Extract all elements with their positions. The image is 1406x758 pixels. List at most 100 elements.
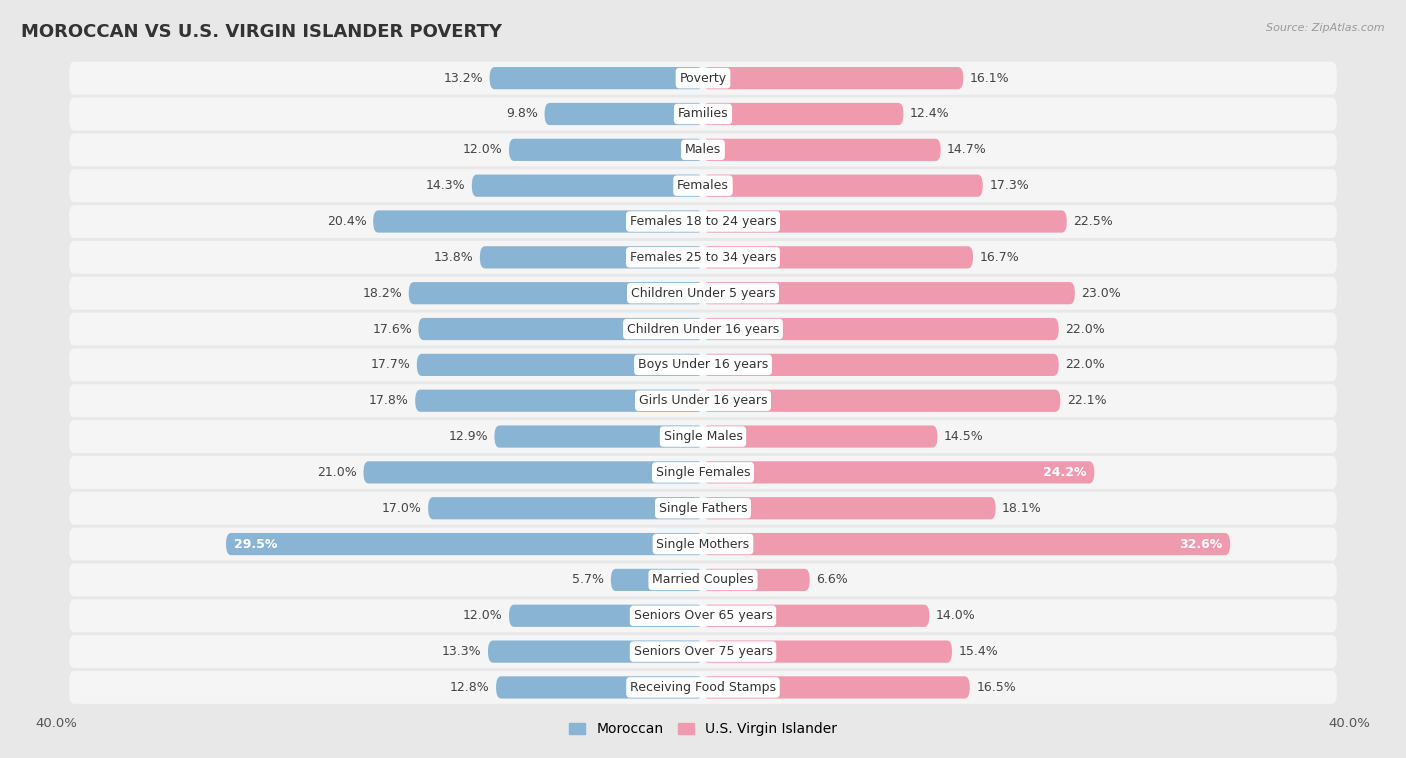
Text: 32.6%: 32.6% bbox=[1178, 537, 1222, 550]
Text: 17.8%: 17.8% bbox=[368, 394, 409, 407]
FancyBboxPatch shape bbox=[69, 241, 1337, 274]
FancyBboxPatch shape bbox=[544, 103, 703, 125]
Text: 17.6%: 17.6% bbox=[373, 323, 412, 336]
Text: Single Mothers: Single Mothers bbox=[657, 537, 749, 550]
Text: 24.2%: 24.2% bbox=[1043, 466, 1087, 479]
Text: 18.2%: 18.2% bbox=[363, 287, 402, 299]
FancyBboxPatch shape bbox=[479, 246, 703, 268]
FancyBboxPatch shape bbox=[495, 425, 703, 448]
Text: 13.3%: 13.3% bbox=[441, 645, 481, 658]
FancyBboxPatch shape bbox=[703, 462, 1094, 484]
Text: 20.4%: 20.4% bbox=[328, 215, 367, 228]
FancyBboxPatch shape bbox=[69, 456, 1337, 489]
Text: 12.0%: 12.0% bbox=[463, 143, 502, 156]
FancyBboxPatch shape bbox=[496, 676, 703, 699]
Text: 22.1%: 22.1% bbox=[1067, 394, 1107, 407]
FancyBboxPatch shape bbox=[69, 528, 1337, 561]
Text: 22.0%: 22.0% bbox=[1066, 323, 1105, 336]
FancyBboxPatch shape bbox=[472, 174, 703, 197]
Text: 17.0%: 17.0% bbox=[382, 502, 422, 515]
Text: Poverty: Poverty bbox=[679, 72, 727, 85]
Text: 14.3%: 14.3% bbox=[426, 179, 465, 193]
FancyBboxPatch shape bbox=[703, 211, 1067, 233]
FancyBboxPatch shape bbox=[703, 533, 1230, 555]
FancyBboxPatch shape bbox=[415, 390, 703, 412]
Text: 14.7%: 14.7% bbox=[948, 143, 987, 156]
Text: Males: Males bbox=[685, 143, 721, 156]
FancyBboxPatch shape bbox=[69, 312, 1337, 346]
FancyBboxPatch shape bbox=[69, 61, 1337, 95]
FancyBboxPatch shape bbox=[489, 67, 703, 89]
FancyBboxPatch shape bbox=[226, 533, 703, 555]
FancyBboxPatch shape bbox=[69, 349, 1337, 381]
Text: 14.0%: 14.0% bbox=[936, 609, 976, 622]
FancyBboxPatch shape bbox=[703, 605, 929, 627]
FancyBboxPatch shape bbox=[69, 98, 1337, 130]
Text: 22.0%: 22.0% bbox=[1066, 359, 1105, 371]
Legend: Moroccan, U.S. Virgin Islander: Moroccan, U.S. Virgin Islander bbox=[564, 717, 842, 742]
Text: 5.7%: 5.7% bbox=[572, 573, 605, 587]
Text: Source: ZipAtlas.com: Source: ZipAtlas.com bbox=[1267, 23, 1385, 33]
Text: Females 25 to 34 years: Females 25 to 34 years bbox=[630, 251, 776, 264]
FancyBboxPatch shape bbox=[419, 318, 703, 340]
Text: 13.2%: 13.2% bbox=[443, 72, 484, 85]
FancyBboxPatch shape bbox=[69, 169, 1337, 202]
FancyBboxPatch shape bbox=[703, 139, 941, 161]
FancyBboxPatch shape bbox=[703, 497, 995, 519]
Text: 12.9%: 12.9% bbox=[449, 430, 488, 443]
Text: Families: Families bbox=[678, 108, 728, 121]
FancyBboxPatch shape bbox=[69, 205, 1337, 238]
FancyBboxPatch shape bbox=[703, 67, 963, 89]
Text: 13.8%: 13.8% bbox=[433, 251, 474, 264]
Text: 14.5%: 14.5% bbox=[943, 430, 984, 443]
FancyBboxPatch shape bbox=[416, 354, 703, 376]
Text: Children Under 5 years: Children Under 5 years bbox=[631, 287, 775, 299]
Text: 12.8%: 12.8% bbox=[450, 681, 489, 694]
Text: 16.5%: 16.5% bbox=[976, 681, 1017, 694]
Text: 15.4%: 15.4% bbox=[959, 645, 998, 658]
FancyBboxPatch shape bbox=[69, 277, 1337, 310]
Text: 9.8%: 9.8% bbox=[506, 108, 538, 121]
FancyBboxPatch shape bbox=[703, 103, 904, 125]
FancyBboxPatch shape bbox=[69, 133, 1337, 166]
Text: Receiving Food Stamps: Receiving Food Stamps bbox=[630, 681, 776, 694]
Text: 18.1%: 18.1% bbox=[1002, 502, 1042, 515]
Text: 12.0%: 12.0% bbox=[463, 609, 502, 622]
Text: Seniors Over 65 years: Seniors Over 65 years bbox=[634, 609, 772, 622]
Text: 16.1%: 16.1% bbox=[970, 72, 1010, 85]
Text: 22.5%: 22.5% bbox=[1073, 215, 1114, 228]
FancyBboxPatch shape bbox=[69, 635, 1337, 668]
Text: 6.6%: 6.6% bbox=[815, 573, 848, 587]
Text: Single Fathers: Single Fathers bbox=[659, 502, 747, 515]
FancyBboxPatch shape bbox=[703, 390, 1060, 412]
Text: 23.0%: 23.0% bbox=[1081, 287, 1121, 299]
FancyBboxPatch shape bbox=[703, 641, 952, 662]
FancyBboxPatch shape bbox=[703, 425, 938, 448]
Text: Girls Under 16 years: Girls Under 16 years bbox=[638, 394, 768, 407]
FancyBboxPatch shape bbox=[373, 211, 703, 233]
FancyBboxPatch shape bbox=[610, 568, 703, 591]
Text: 16.7%: 16.7% bbox=[980, 251, 1019, 264]
FancyBboxPatch shape bbox=[703, 568, 810, 591]
FancyBboxPatch shape bbox=[363, 462, 703, 484]
Text: MOROCCAN VS U.S. VIRGIN ISLANDER POVERTY: MOROCCAN VS U.S. VIRGIN ISLANDER POVERTY bbox=[21, 23, 502, 41]
Text: Single Males: Single Males bbox=[664, 430, 742, 443]
Text: Boys Under 16 years: Boys Under 16 years bbox=[638, 359, 768, 371]
FancyBboxPatch shape bbox=[703, 676, 970, 699]
FancyBboxPatch shape bbox=[703, 318, 1059, 340]
FancyBboxPatch shape bbox=[703, 174, 983, 197]
FancyBboxPatch shape bbox=[429, 497, 703, 519]
Text: Females 18 to 24 years: Females 18 to 24 years bbox=[630, 215, 776, 228]
FancyBboxPatch shape bbox=[69, 384, 1337, 417]
FancyBboxPatch shape bbox=[703, 282, 1074, 304]
Text: 17.7%: 17.7% bbox=[370, 359, 411, 371]
FancyBboxPatch shape bbox=[703, 246, 973, 268]
FancyBboxPatch shape bbox=[69, 671, 1337, 704]
FancyBboxPatch shape bbox=[69, 492, 1337, 525]
Text: 29.5%: 29.5% bbox=[233, 537, 277, 550]
Text: Children Under 16 years: Children Under 16 years bbox=[627, 323, 779, 336]
FancyBboxPatch shape bbox=[509, 605, 703, 627]
FancyBboxPatch shape bbox=[69, 600, 1337, 632]
FancyBboxPatch shape bbox=[509, 139, 703, 161]
FancyBboxPatch shape bbox=[409, 282, 703, 304]
